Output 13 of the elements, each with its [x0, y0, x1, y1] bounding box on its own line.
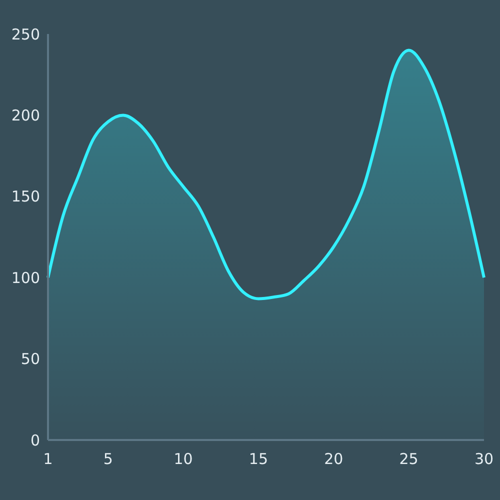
y-tick-label: 150 — [11, 188, 40, 206]
y-tick-label: 200 — [11, 106, 40, 124]
y-tick-label: 250 — [11, 25, 40, 44]
y-tick-label: 50 — [20, 350, 40, 368]
x-tick-label: 15 — [248, 450, 268, 468]
x-tick-label: 1 — [43, 450, 53, 468]
x-tick-label: 25 — [399, 450, 418, 468]
x-tick-label: 5 — [103, 450, 113, 468]
y-tick-label: 0 — [30, 431, 40, 450]
x-tick-label: 10 — [174, 450, 193, 468]
y-tick-label: 100 — [11, 268, 40, 287]
x-tick-label: 20 — [324, 450, 344, 468]
x-tick-label: 30 — [474, 450, 494, 468]
